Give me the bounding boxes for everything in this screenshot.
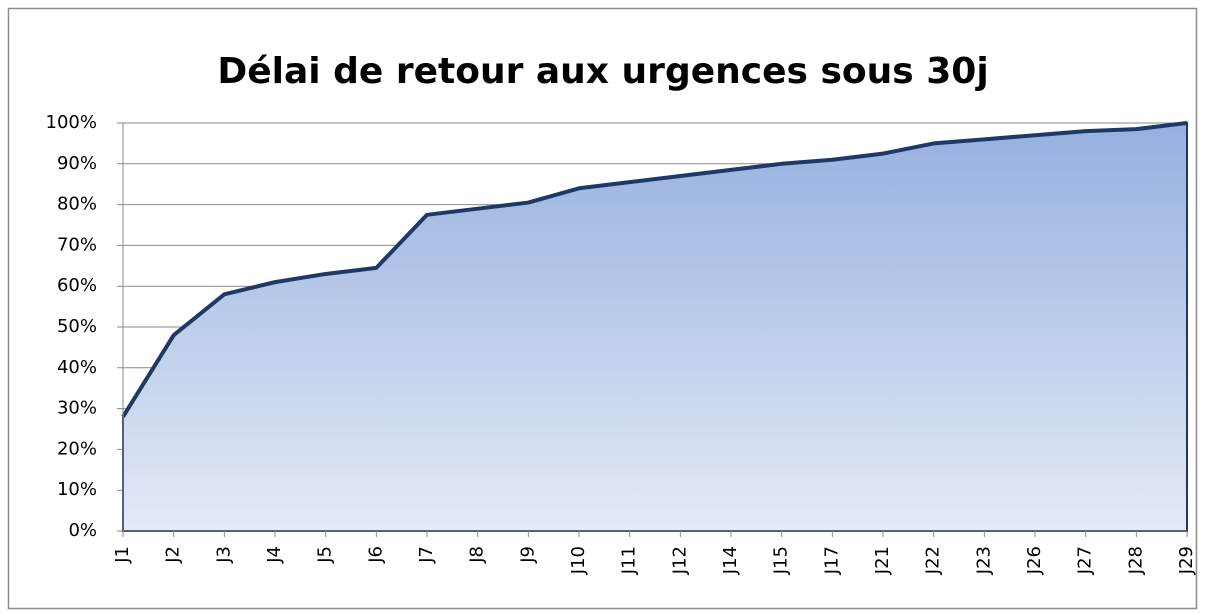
- y-tick-label: 90%: [57, 153, 97, 174]
- y-tick-label: 70%: [57, 234, 97, 255]
- x-tick-label: J15: [771, 546, 792, 575]
- x-tick-label: J9: [517, 546, 538, 564]
- x-tick-label: J21: [872, 546, 893, 575]
- x-tick-label: J10: [568, 546, 589, 575]
- x-tick-label: J11: [619, 546, 640, 575]
- y-tick-label: 0%: [68, 520, 97, 541]
- x-tick-label: J14: [720, 546, 741, 575]
- x-tick-label: J6: [365, 546, 386, 564]
- x-tick-label: J23: [973, 546, 994, 575]
- y-tick-label: 20%: [57, 438, 97, 459]
- area-line: [121, 121, 1188, 418]
- y-tick-label: 100%: [46, 112, 97, 133]
- x-tick-label: J3: [213, 546, 234, 564]
- x-tick-label: J29: [1176, 546, 1197, 575]
- y-tick-label: 50%: [57, 316, 97, 337]
- y-tick-label: 60%: [57, 275, 97, 296]
- x-tick-label: J12: [669, 546, 690, 575]
- x-tick-label: J2: [163, 546, 184, 564]
- y-tick-label: 10%: [57, 479, 97, 500]
- x-tick-label: J5: [315, 546, 336, 564]
- y-tick-label: 80%: [57, 194, 97, 215]
- x-tick-label: J28: [1125, 546, 1146, 575]
- x-tick-label: J27: [1075, 546, 1096, 575]
- x-tick-label: J22: [923, 546, 944, 575]
- y-tick-label: 40%: [57, 357, 97, 378]
- x-tick-label: J4: [264, 546, 285, 564]
- x-tick-label: J8: [467, 546, 488, 564]
- x-tick-label: J7: [416, 546, 437, 564]
- chart-title: Délai de retour aux urgences sous 30j: [217, 51, 988, 92]
- y-tick-label: 30%: [57, 398, 97, 419]
- x-tick-label: J17: [821, 546, 842, 575]
- x-tick-label: J1: [112, 546, 133, 564]
- x-tick-label: J26: [1024, 546, 1045, 575]
